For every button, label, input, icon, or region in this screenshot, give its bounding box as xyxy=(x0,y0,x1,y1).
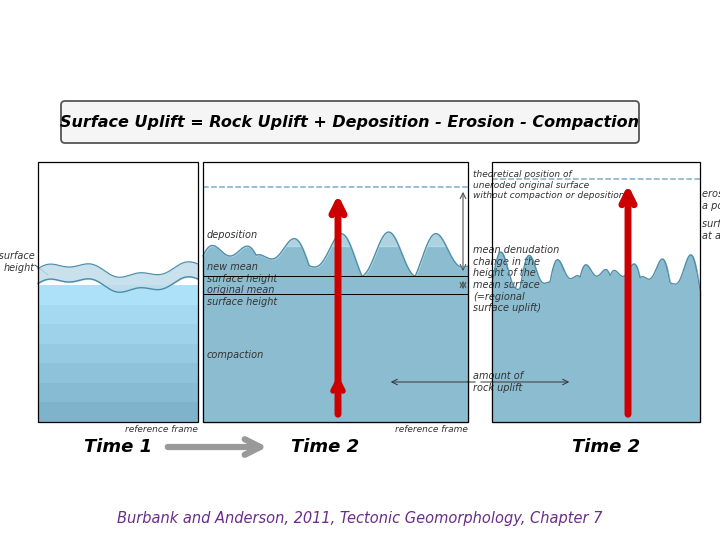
Polygon shape xyxy=(203,335,468,352)
Polygon shape xyxy=(203,352,468,370)
Polygon shape xyxy=(492,387,700,404)
Text: new mean
surface height: new mean surface height xyxy=(207,262,277,284)
Text: change in the
height of the
mean surface
(=regional
surface uplift): change in the height of the mean surface… xyxy=(473,257,541,313)
Text: erosion at
a point: erosion at a point xyxy=(702,189,720,211)
Polygon shape xyxy=(492,335,700,352)
Polygon shape xyxy=(38,383,198,402)
FancyBboxPatch shape xyxy=(61,101,639,143)
Polygon shape xyxy=(38,324,198,344)
Polygon shape xyxy=(203,387,468,404)
Polygon shape xyxy=(203,370,468,387)
Text: deposition: deposition xyxy=(207,230,258,240)
Text: Time 2: Time 2 xyxy=(572,438,640,456)
Text: mean denudation: mean denudation xyxy=(473,245,559,255)
Polygon shape xyxy=(492,404,700,422)
Polygon shape xyxy=(38,363,198,383)
Polygon shape xyxy=(203,404,468,422)
Polygon shape xyxy=(492,352,700,370)
Text: Surface Uplift = Rock Uplift + Deposition - Erosion - Compaction: Surface Uplift = Rock Uplift + Depositio… xyxy=(60,114,639,130)
Text: reference frame: reference frame xyxy=(125,425,198,434)
Polygon shape xyxy=(38,305,198,324)
Text: compaction: compaction xyxy=(207,350,264,360)
Text: original mean
surface height: original mean surface height xyxy=(207,285,277,307)
Text: theoretical position of
uneroded original surface
without compaction or depositi: theoretical position of uneroded origina… xyxy=(473,170,624,200)
Text: amount of
rock uplift: amount of rock uplift xyxy=(473,371,523,393)
Text: mean surface
height: mean surface height xyxy=(0,251,35,273)
Text: surface uplift
at a point: surface uplift at a point xyxy=(702,219,720,241)
Polygon shape xyxy=(492,370,700,387)
Polygon shape xyxy=(38,344,198,363)
Polygon shape xyxy=(203,318,468,335)
Polygon shape xyxy=(492,300,700,318)
Polygon shape xyxy=(38,285,198,305)
Text: Time 2: Time 2 xyxy=(292,438,359,456)
Text: Time 1: Time 1 xyxy=(84,438,152,456)
Text: Burbank and Anderson, 2011, Tectonic Geomorphology, Chapter 7: Burbank and Anderson, 2011, Tectonic Geo… xyxy=(117,510,603,525)
Polygon shape xyxy=(492,318,700,335)
Polygon shape xyxy=(203,300,468,318)
Text: reference frame: reference frame xyxy=(395,425,468,434)
Polygon shape xyxy=(38,402,198,422)
